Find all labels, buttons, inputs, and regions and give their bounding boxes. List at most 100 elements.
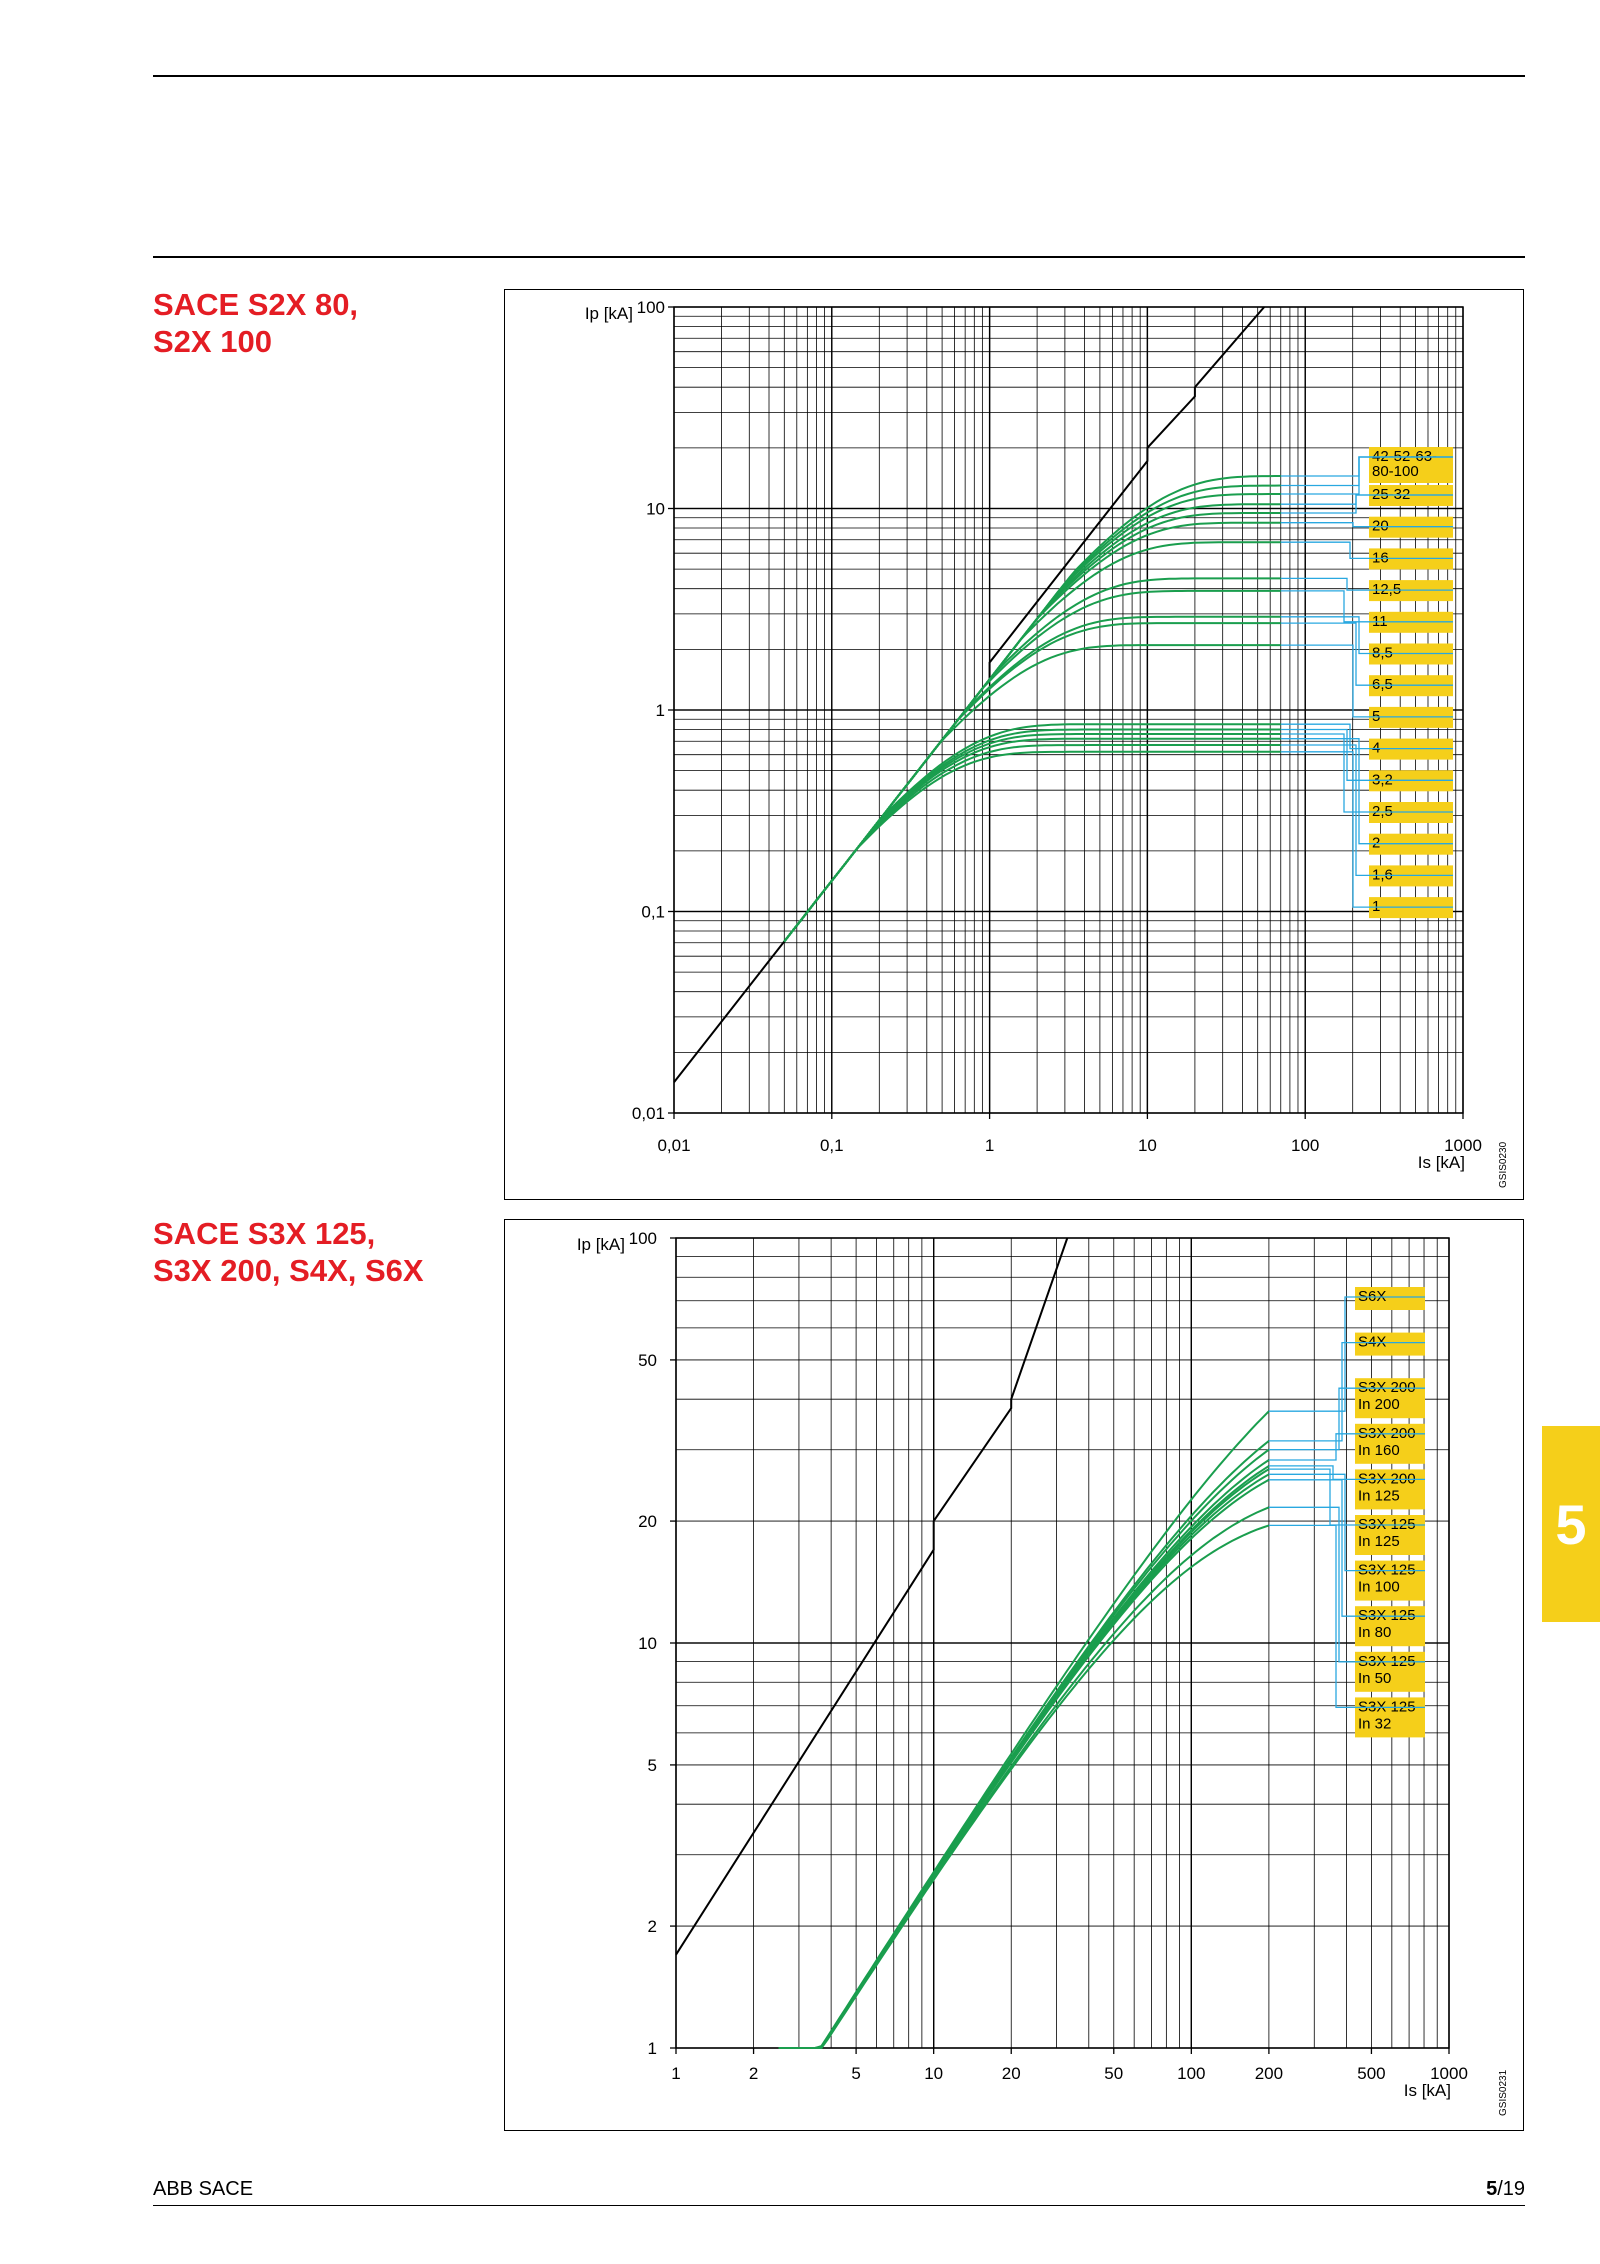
x-axis-label: Is [kA]: [1418, 1153, 1465, 1172]
x-tick-label: 1000: [1444, 1136, 1482, 1155]
series-leader: [1280, 744, 1453, 877]
page-total: /19: [1497, 2178, 1525, 2200]
series-label-text: In 125: [1358, 1487, 1400, 1504]
x-tick-label: 1: [985, 1136, 994, 1155]
footer-page: 5/19: [1486, 2178, 1525, 2201]
series-leader: [1280, 456, 1453, 495]
series-label-box: [1355, 1378, 1425, 1419]
x-tick-label: 1000: [1430, 2064, 1468, 2083]
series-labels: 42-52-63-80-10025-32201612,5118,56,5543,…: [1280, 447, 1453, 919]
series-leader: [1280, 616, 1453, 655]
series-label-text: In 32: [1358, 1715, 1391, 1732]
let-through-chart-s2x: 0,01 0,1 1 10 100 0,01 0,1 1 10 100 1000 Ip [kA] Is …: [504, 289, 1524, 1200]
series-leader: [1268, 1296, 1425, 1412]
y-tick-label: 5: [648, 1756, 657, 1775]
section-title-line: SACE S2X 80,: [153, 287, 359, 322]
series-leader: [1280, 733, 1453, 813]
curve-6-5: [783, 622, 1281, 943]
series-label-box: [1355, 1651, 1425, 1692]
limit-line: [675, 1237, 1069, 1956]
curve-42-52-63-80-100: [783, 484, 1281, 943]
curve-S3X-200-In-160: [778, 1459, 1270, 2049]
series-label-text: In 125: [1358, 1533, 1400, 1550]
series-leader: [1280, 622, 1453, 686]
chart-svg: 0,01 0,1 1 10 100 0,01 0,1 1 10 100 1000 Ip [kA] Is …: [585, 298, 1509, 1188]
series-leader: [1280, 738, 1453, 845]
y-tick-label: 100: [637, 298, 665, 317]
x-tick-label: 100: [1177, 2064, 1205, 2083]
curve-5: [783, 644, 1281, 943]
y-tick-label: 100: [629, 1229, 657, 1248]
x-tick-label: 1: [671, 2064, 680, 2083]
page-number: 5: [1486, 2178, 1498, 2200]
chart-svg: 1 2 5 10 20 50 100 1 2 5 10 20 50 100 200 500 1000 Ip [kA…: [577, 1229, 1509, 2116]
y-tick-label: 0,1: [641, 903, 665, 922]
series-label-text: In 80: [1358, 1624, 1391, 1641]
series-leader: [1268, 1473, 1425, 1572]
y-axis-label: Ip [kA]: [577, 1235, 625, 1254]
series-leader: [1280, 728, 1453, 781]
series-label-box: [1355, 1560, 1425, 1601]
curve-4: [783, 723, 1281, 943]
curve-2-5: [783, 733, 1281, 943]
series-label-text: 80-100: [1372, 463, 1419, 480]
section-title-s3x: SACE S3X 125, S3X 200, S4X, S6X: [153, 1215, 424, 1289]
curve-S3X-125-In-125: [778, 1468, 1270, 2049]
x-tick-label: 5: [851, 2064, 860, 2083]
series-leader: [1268, 1387, 1425, 1451]
series-leader: [1280, 590, 1453, 623]
y-tick-label: 20: [638, 1512, 657, 1531]
x-tick-label: 0,01: [657, 1136, 690, 1155]
footer-company: ABB SACE: [153, 2178, 254, 2200]
y-tick-label: 10: [638, 1634, 657, 1653]
series-leader: [1280, 541, 1453, 560]
series-leader: [1268, 1468, 1425, 1526]
series-leader: [1268, 1506, 1425, 1663]
series-label-box: [1355, 1606, 1425, 1647]
series-leader: [1268, 1479, 1425, 1617]
curve-S3X-125-In-100: [778, 1473, 1270, 2049]
curve-25-32: [783, 512, 1281, 943]
chapter-tab-number: 5: [1555, 1492, 1587, 1556]
curve-3-2: [783, 728, 1281, 943]
series-leader: [1280, 577, 1453, 591]
series-label-box: [1369, 447, 1453, 483]
figure-code: GSIS0230: [1498, 1141, 1509, 1188]
series-label-box: [1355, 1697, 1425, 1738]
series-label-box: [1355, 1469, 1425, 1510]
curves: [778, 1410, 1270, 2049]
figure-code: GSIS0231: [1498, 2069, 1509, 2116]
y-tick-label: 50: [638, 1351, 657, 1370]
chart-body: 0,01 0,1 1 10 100 0,01 0,1 1 10 100 1000 Ip [kA] Is …: [585, 298, 1509, 1188]
series-leader: [1268, 1465, 1425, 1481]
y-tick-label: 1: [656, 701, 665, 720]
curve-16: [783, 541, 1281, 943]
series-leader: [1280, 723, 1453, 750]
y-tick-label: 10: [646, 500, 665, 519]
series-leader: [1268, 1341, 1425, 1442]
section-title-s2x: SACE S2X 80, S2X 100: [153, 286, 358, 360]
curve-1: [783, 750, 1281, 943]
y-axis-label: Ip [kA]: [585, 304, 633, 323]
footer-rule: [153, 2205, 1525, 2206]
let-through-chart-s3x: 1 2 5 10 20 50 100 1 2 5 10 20 50 100 200 500 1000 Ip [kA…: [504, 1219, 1524, 2131]
curve-12-5: [783, 577, 1281, 943]
series-leader: [1280, 751, 1453, 908]
section-title-line: S2X 100: [153, 324, 272, 359]
series-leader: [1268, 1524, 1425, 1709]
y-tick-label: 0,01: [632, 1104, 665, 1123]
series-label-box: [1355, 1423, 1425, 1464]
y-tick-label: 2: [648, 1917, 657, 1936]
curve-11: [783, 589, 1281, 943]
curve-25-32: [783, 503, 1281, 943]
curve-42-52-63-80-100: [783, 475, 1281, 943]
series-label-text: In 50: [1358, 1670, 1391, 1687]
grid: [673, 306, 1464, 1114]
series-leader: [1280, 644, 1453, 718]
x-tick-label: 50: [1104, 2064, 1123, 2083]
x-tick-label: 10: [1138, 1136, 1157, 1155]
series-label-text: In 100: [1358, 1579, 1400, 1596]
x-axis-label: Is [kA]: [1404, 2081, 1451, 2100]
limit-line: [673, 306, 1265, 1083]
